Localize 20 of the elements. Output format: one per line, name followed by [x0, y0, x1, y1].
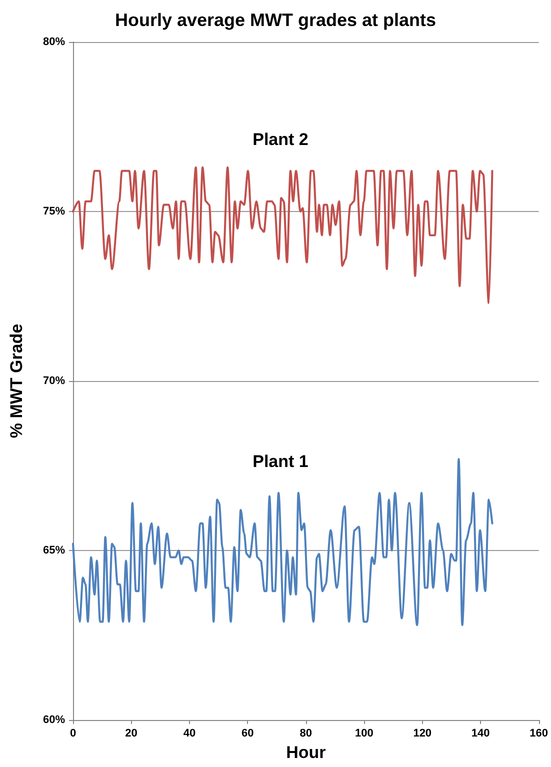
x-tick-label: 40 [183, 728, 196, 740]
series-label: Plant 1 [252, 452, 308, 471]
x-axis-title: Hour [286, 742, 326, 762]
x-tick-label: 60 [242, 728, 254, 740]
y-tick-label: 70% [42, 375, 66, 387]
y-tick-label: 65% [42, 544, 66, 556]
y-axis-title: % MWT Grade [7, 324, 26, 438]
x-tick-label: 100 [354, 728, 374, 740]
x-tick-label: 140 [471, 728, 490, 740]
x-tick-label: 0 [70, 728, 76, 740]
chart-title: Hourly average MWT grades at plants [114, 10, 436, 30]
x-tick-label: 160 [530, 728, 548, 740]
x-tick-label: 20 [125, 728, 138, 740]
y-tick-label: 80% [42, 36, 66, 48]
x-tick-label: 80 [300, 728, 312, 740]
line-series [72, 166, 494, 304]
x-tick-label: 120 [413, 728, 432, 740]
series-label: Plant 2 [252, 130, 308, 149]
y-tick-label: 60% [42, 714, 66, 726]
y-tick-label: 75% [42, 206, 66, 218]
